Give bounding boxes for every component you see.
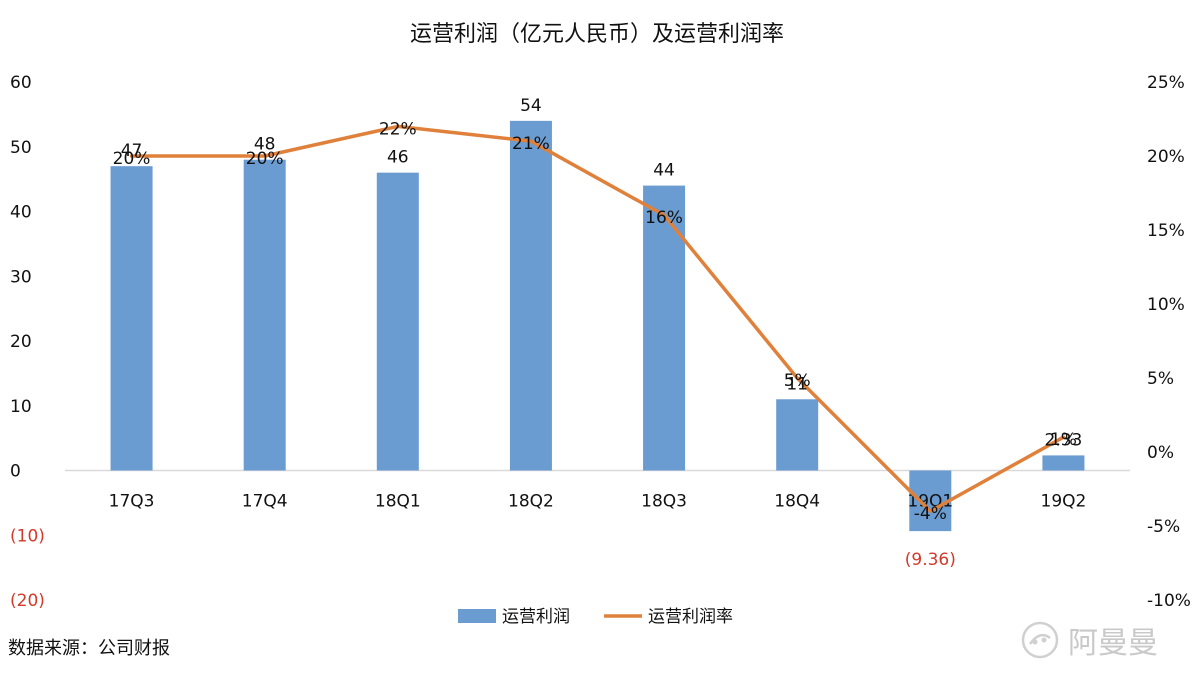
legend-line-label: 运营利润率 [648,607,733,627]
category-tick-label: 19Q2 [1041,492,1087,512]
bar-data-label: 47 [121,141,143,161]
category-tick-label: 18Q4 [774,492,820,512]
left-axis-tick-label: 50 [10,138,32,158]
legend-bar-swatch [458,609,496,623]
right-axis-tick-label: 10% [1147,295,1185,315]
left-axis-tick-label: 60 [10,73,32,93]
bar [376,172,419,471]
source-note: 数据来源：公司财报 [8,638,170,659]
bar [909,470,952,532]
chart-title: 运营利润（亿元人民币）及运营利润率 [410,22,784,47]
bar [643,185,686,471]
category-tick-label: 17Q3 [109,492,155,512]
bar-series [110,120,1085,532]
bar-data-label: 2.33 [1045,430,1083,450]
watermark-text: 阿曼曼 [1068,626,1158,661]
line-data-label: 1% [1050,430,1077,450]
left-axis: 60 50 40 30 20 10 0 (10) (20) [10,73,45,611]
margin-line [129,124,1066,513]
bar [243,159,286,471]
category-tick-label: 18Q1 [375,492,421,512]
line-series [129,124,1066,513]
line-data-label: 22% [379,119,417,139]
right-axis-tick-label: -5% [1147,517,1180,537]
line-data-label: 5% [784,371,811,391]
line-data-label: -4% [914,504,947,524]
watermark-logo-icon [1021,621,1059,659]
bar [509,120,552,471]
bar [776,399,819,471]
left-axis-tick-label: (10) [10,526,45,546]
bar-data-label: 46 [387,148,409,168]
line-data-label: 20% [113,149,151,169]
bar-data-label: 48 [254,135,276,155]
right-axis-tick-label: 25% [1147,73,1185,93]
bar-data-labels: 47 48 46 54 44 11 (9.36) 2.33 [121,96,1083,570]
left-axis-tick-label: 10 [10,397,32,417]
bar-data-label: (9.36) [905,550,956,570]
watermark: 阿曼曼 [1020,618,1158,662]
category-tick-label: 17Q4 [242,492,288,512]
bar-data-label: 44 [653,161,675,181]
legend: 运营利润 运营利润率 [458,607,733,627]
line-data-labels: 20% 20% 22% 21% 16% 5% -4% 1% [113,119,1077,524]
left-axis-tick-label: 0 [10,462,21,482]
right-axis-tick-label: 20% [1147,147,1185,167]
left-axis-tick-label: 40 [10,203,32,223]
bar-data-label: 11 [786,374,808,394]
bar [1042,455,1085,471]
right-axis-tick-label: -10% [1147,591,1191,611]
bar [110,166,153,471]
legend-bar-label: 运营利润 [502,607,570,627]
category-axis: 17Q3 17Q4 18Q1 18Q2 18Q3 18Q4 19Q1 19Q2 [109,492,1087,512]
right-axis: 25% 20% 15% 10% 5% 0% -5% -10% [1147,73,1191,611]
category-tick-label: 18Q3 [641,492,687,512]
left-axis-tick-label: (20) [10,591,45,611]
right-axis-tick-label: 0% [1147,443,1174,463]
right-axis-tick-label: 5% [1147,369,1174,389]
category-tick-label: 18Q2 [508,492,554,512]
bar-data-label: 54 [520,96,542,116]
left-axis-tick-label: 20 [10,332,32,352]
line-data-label: 16% [645,208,683,228]
line-data-label: 20% [246,149,284,169]
line-data-label: 21% [512,134,550,154]
right-axis-tick-label: 15% [1147,221,1185,241]
left-axis-tick-label: 30 [10,267,32,287]
